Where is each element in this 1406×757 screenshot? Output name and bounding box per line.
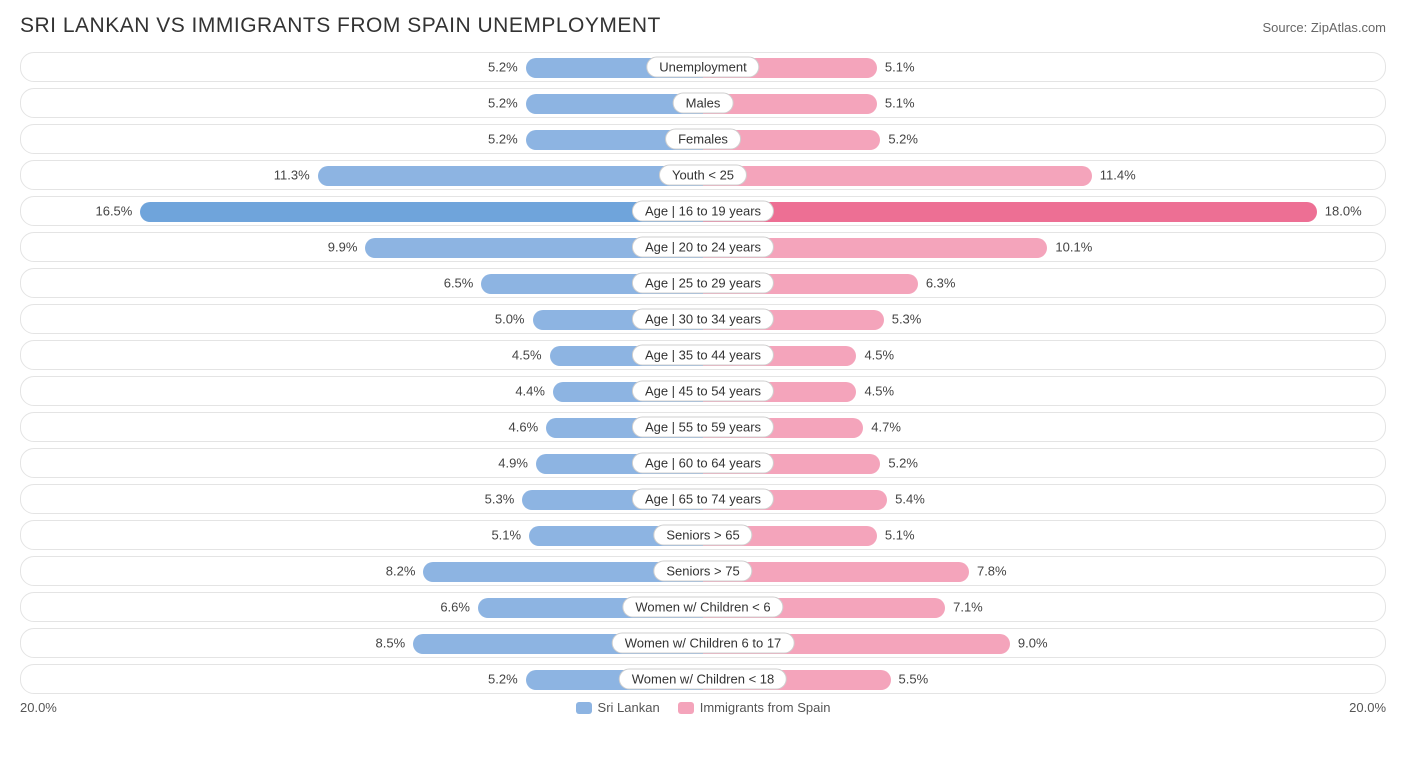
value-label-left: 5.2% [488,132,518,147]
value-label-left: 6.5% [444,276,474,291]
value-label-left: 4.6% [509,420,539,435]
category-label: Age | 20 to 24 years [632,237,774,258]
chart-row: 6.5% 6.3% Age | 25 to 29 years [20,268,1386,298]
category-label: Women w/ Children < 6 [622,597,783,618]
value-label-right: 7.1% [953,600,983,615]
chart-row: 5.1% 5.1% Seniors > 65 [20,520,1386,550]
chart-row: 11.3% 11.4% Youth < 25 [20,160,1386,190]
bar-left [318,166,703,186]
value-label-right: 10.1% [1055,240,1092,255]
value-label-right: 5.4% [895,492,925,507]
category-label: Age | 55 to 59 years [632,417,774,438]
value-label-left: 5.2% [488,96,518,111]
value-label-left: 5.1% [491,528,521,543]
bar-right [703,166,1092,186]
category-label: Males [673,93,734,114]
value-label-left: 8.5% [376,636,406,651]
legend-item-right: Immigrants from Spain [678,700,831,715]
value-label-right: 5.1% [885,60,915,75]
value-label-right: 4.5% [864,384,894,399]
legend-label-right: Immigrants from Spain [700,700,831,715]
category-label: Unemployment [646,57,759,78]
category-label: Age | 16 to 19 years [632,201,774,222]
chart-row: 4.9% 5.2% Age | 60 to 64 years [20,448,1386,478]
header: SRI LANKAN VS IMMIGRANTS FROM SPAIN UNEM… [20,14,1386,38]
chart-row: 5.2% 5.5% Women w/ Children < 18 [20,664,1386,694]
value-label-right: 11.4% [1100,168,1136,183]
category-label: Age | 25 to 29 years [632,273,774,294]
chart-row: 4.6% 4.7% Age | 55 to 59 years [20,412,1386,442]
value-label-right: 5.2% [888,132,918,147]
category-label: Age | 30 to 34 years [632,309,774,330]
value-label-left: 5.2% [488,672,518,687]
value-label-right: 7.8% [977,564,1007,579]
chart-row: 5.2% 5.1% Males [20,88,1386,118]
value-label-right: 9.0% [1018,636,1048,651]
chart-row: 6.6% 7.1% Women w/ Children < 6 [20,592,1386,622]
axis-max-right: 20.0% [830,700,1386,715]
value-label-left: 4.5% [512,348,542,363]
value-label-right: 18.0% [1325,204,1362,219]
chart-row: 8.2% 7.8% Seniors > 75 [20,556,1386,586]
value-label-left: 8.2% [386,564,416,579]
chart-row: 8.5% 9.0% Women w/ Children 6 to 17 [20,628,1386,658]
category-label: Women w/ Children < 18 [619,669,787,690]
value-label-right: 5.2% [888,456,918,471]
category-label: Age | 45 to 54 years [632,381,774,402]
value-label-right: 5.1% [885,528,915,543]
value-label-left: 11.3% [274,168,310,183]
chart-row: 5.3% 5.4% Age | 65 to 74 years [20,484,1386,514]
category-label: Seniors > 75 [653,561,752,582]
legend-swatch-right [678,702,694,714]
chart-row: 5.2% 5.1% Unemployment [20,52,1386,82]
chart-row: 4.4% 4.5% Age | 45 to 54 years [20,376,1386,406]
category-label: Age | 65 to 74 years [632,489,774,510]
bar-right [703,202,1317,222]
value-label-left: 9.9% [328,240,358,255]
legend-label-left: Sri Lankan [598,700,660,715]
category-label: Seniors > 65 [653,525,752,546]
value-label-left: 5.0% [495,312,525,327]
value-label-left: 4.9% [498,456,528,471]
category-label: Youth < 25 [659,165,747,186]
value-label-right: 4.5% [864,348,894,363]
chart-row: 5.2% 5.2% Females [20,124,1386,154]
value-label-left: 16.5% [95,204,132,219]
value-label-right: 5.1% [885,96,915,111]
legend-swatch-left [576,702,592,714]
value-label-left: 6.6% [440,600,470,615]
chart-footer: 20.0% Sri Lankan Immigrants from Spain 2… [20,700,1386,715]
value-label-right: 5.5% [899,672,929,687]
value-label-right: 4.7% [871,420,901,435]
value-label-right: 5.3% [892,312,922,327]
chart-row: 16.5% 18.0% Age | 16 to 19 years [20,196,1386,226]
value-label-left: 5.2% [488,60,518,75]
category-label: Age | 35 to 44 years [632,345,774,366]
chart-title: SRI LANKAN VS IMMIGRANTS FROM SPAIN UNEM… [20,14,661,38]
value-label-left: 4.4% [515,384,545,399]
legend: Sri Lankan Immigrants from Spain [576,700,831,715]
diverging-bar-chart: 5.2%5.1%Unemployment5.2%5.1%Males5.2%5.2… [20,52,1386,694]
chart-row: 4.5% 4.5% Age | 35 to 44 years [20,340,1386,370]
value-label-left: 5.3% [485,492,515,507]
legend-item-left: Sri Lankan [576,700,660,715]
chart-row: 5.0% 5.3% Age | 30 to 34 years [20,304,1386,334]
source-label: Source: ZipAtlas.com [1262,20,1386,35]
category-label: Age | 60 to 64 years [632,453,774,474]
bar-left [140,202,703,222]
value-label-right: 6.3% [926,276,956,291]
category-label: Females [665,129,741,150]
chart-row: 9.9% 10.1% Age | 20 to 24 years [20,232,1386,262]
axis-max-left: 20.0% [20,700,576,715]
category-label: Women w/ Children 6 to 17 [612,633,795,654]
